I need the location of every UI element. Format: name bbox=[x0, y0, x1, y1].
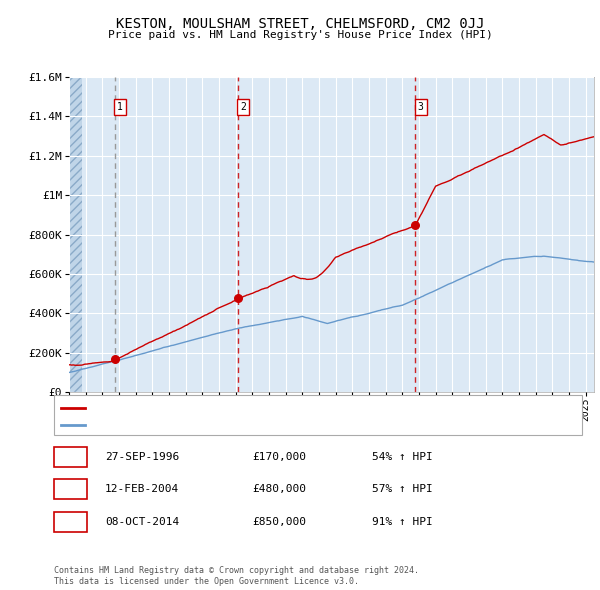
Text: KESTON, MOULSHAM STREET, CHELMSFORD, CM2 0JJ (detached house): KESTON, MOULSHAM STREET, CHELMSFORD, CM2… bbox=[91, 404, 419, 412]
Text: 1: 1 bbox=[67, 452, 74, 462]
Text: 27-SEP-1996: 27-SEP-1996 bbox=[105, 452, 179, 462]
Text: £170,000: £170,000 bbox=[252, 452, 306, 462]
Text: 12-FEB-2004: 12-FEB-2004 bbox=[105, 484, 179, 494]
Text: 57% ↑ HPI: 57% ↑ HPI bbox=[372, 484, 433, 494]
Point bbox=[233, 293, 242, 302]
Text: This data is licensed under the Open Government Licence v3.0.: This data is licensed under the Open Gov… bbox=[54, 577, 359, 586]
Text: 2: 2 bbox=[240, 102, 246, 112]
Point bbox=[110, 354, 119, 363]
Text: £850,000: £850,000 bbox=[252, 517, 306, 527]
Text: Price paid vs. HM Land Registry's House Price Index (HPI): Price paid vs. HM Land Registry's House … bbox=[107, 30, 493, 40]
Text: 3: 3 bbox=[67, 517, 74, 527]
Text: 3: 3 bbox=[418, 102, 424, 112]
Text: 2: 2 bbox=[67, 484, 74, 494]
Point bbox=[410, 220, 420, 230]
Text: 08-OCT-2014: 08-OCT-2014 bbox=[105, 517, 179, 527]
Text: KESTON, MOULSHAM STREET, CHELMSFORD, CM2 0JJ: KESTON, MOULSHAM STREET, CHELMSFORD, CM2… bbox=[116, 17, 484, 31]
Bar bbox=[69, 77, 82, 392]
Text: 54% ↑ HPI: 54% ↑ HPI bbox=[372, 452, 433, 462]
Text: Contains HM Land Registry data © Crown copyright and database right 2024.: Contains HM Land Registry data © Crown c… bbox=[54, 566, 419, 575]
Text: £480,000: £480,000 bbox=[252, 484, 306, 494]
Text: 1: 1 bbox=[118, 102, 123, 112]
Text: HPI: Average price, detached house, Chelmsford: HPI: Average price, detached house, Chel… bbox=[91, 421, 338, 430]
Text: 91% ↑ HPI: 91% ↑ HPI bbox=[372, 517, 433, 527]
